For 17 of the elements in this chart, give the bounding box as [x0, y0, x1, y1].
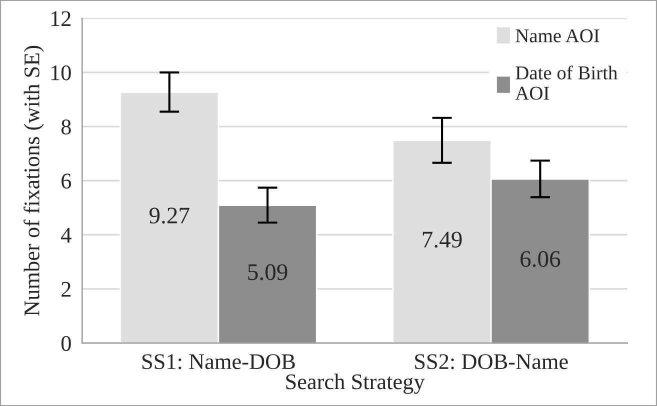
- x-axis-title: Search Strategy: [286, 374, 425, 394]
- data-label: 5.09: [248, 264, 288, 280]
- data-label: 9.27: [149, 208, 190, 224]
- y-tick-label: 10: [51, 65, 71, 80]
- legend-label: Date of Birth AOI: [515, 66, 618, 100]
- x-tick-label: SS1: Name-DOB: [142, 354, 295, 370]
- y-tick-label: 0: [61, 336, 71, 351]
- y-tick-label: 2: [62, 282, 70, 297]
- y-axis-title: Number of fixations (with SE): [24, 46, 44, 316]
- y-tick-label: 12: [51, 11, 70, 26]
- data-label: 6.06: [520, 251, 560, 268]
- legend-label: Name AOI: [516, 29, 600, 42]
- x-tick-label: SS2: DOB-Name: [415, 354, 568, 370]
- y-tick-label: 4: [61, 228, 72, 243]
- data-label: 7.49: [422, 232, 462, 248]
- y-tick-label: 8: [61, 119, 71, 134]
- y-tick-label: 6: [62, 174, 72, 189]
